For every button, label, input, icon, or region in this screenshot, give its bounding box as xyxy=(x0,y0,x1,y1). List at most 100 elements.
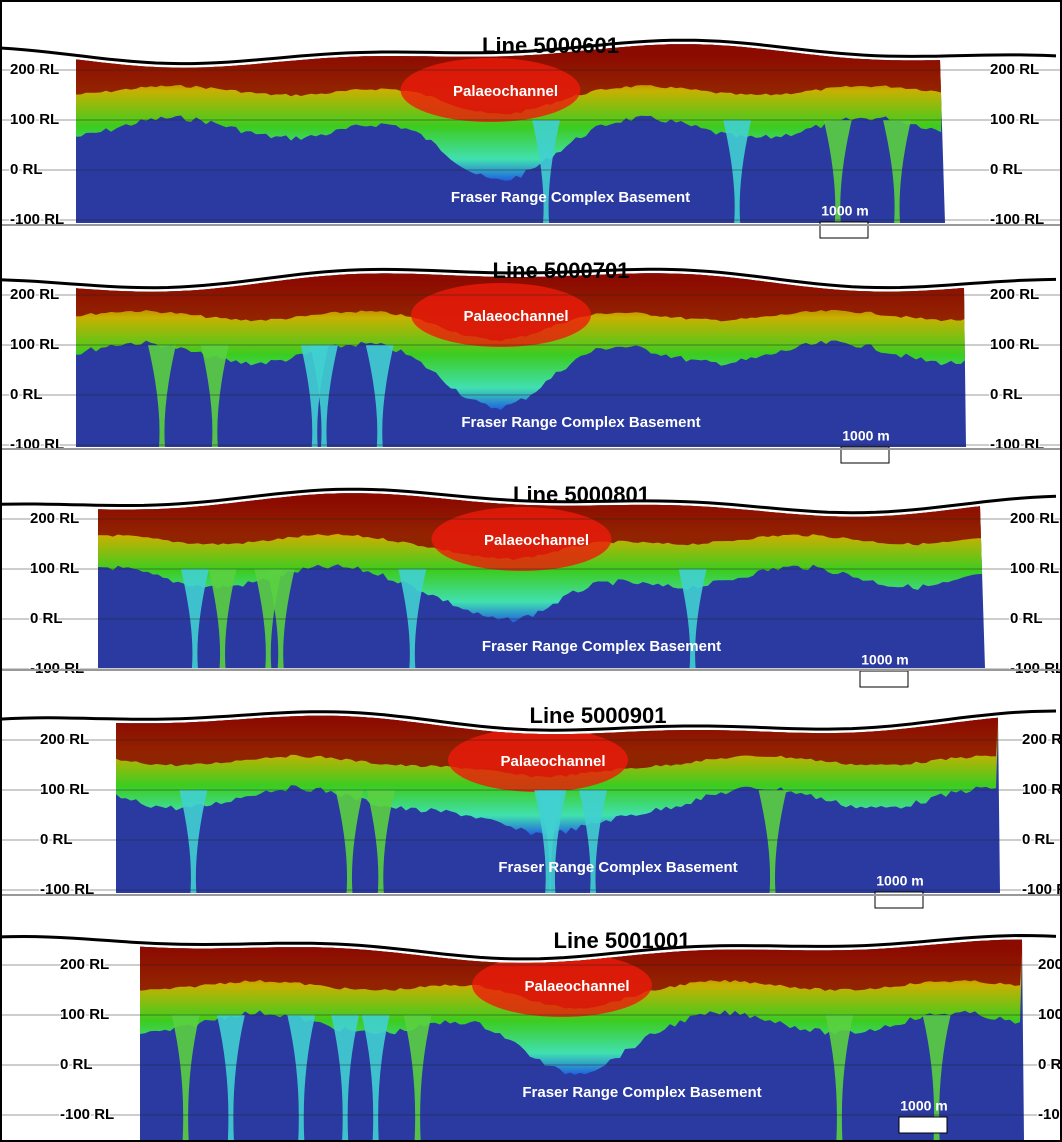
conductive-zone xyxy=(365,345,394,447)
channel-label: Palaeochannel xyxy=(484,532,589,549)
scale-label: 1000 m xyxy=(900,1098,947,1114)
right-tick-label: 0 RL xyxy=(1038,1056,1062,1073)
conductive-zone xyxy=(335,790,364,893)
right-tick-label: 100 RL xyxy=(1038,1006,1062,1023)
line-title: Line 5000701 xyxy=(493,258,630,283)
right-tick-label: -100 RL xyxy=(990,436,1044,453)
conductive-zone xyxy=(331,1015,360,1140)
conductive-zone xyxy=(180,569,209,668)
left-tick-label: 0 RL xyxy=(10,386,43,403)
left-tick-label: 0 RL xyxy=(10,161,43,178)
scale-label: 1000 m xyxy=(876,873,923,889)
conductive-zone xyxy=(200,345,229,447)
left-tick-label: 200 RL xyxy=(10,61,59,78)
left-tick-label: -100 RL xyxy=(60,1106,114,1123)
conductive-zone xyxy=(538,790,567,893)
line-title: Line 5000801 xyxy=(513,482,650,507)
conductive-zone xyxy=(532,120,561,223)
right-tick-label: 200 RL xyxy=(1038,956,1062,973)
right-tick-label: 200 RL xyxy=(990,286,1039,303)
channel-high xyxy=(472,953,652,1017)
line-title: Line 5000901 xyxy=(530,703,667,728)
left-tick-label: 0 RL xyxy=(30,610,63,627)
channel-high xyxy=(448,728,628,792)
channel-high xyxy=(400,58,581,122)
channel-label: Palaeochannel xyxy=(500,753,605,770)
section-image xyxy=(76,273,966,447)
right-tick-label: 0 RL xyxy=(1022,831,1055,848)
conductive-zone xyxy=(179,790,208,893)
line-title: Line 5001001 xyxy=(554,928,691,953)
conductive-zone xyxy=(254,569,283,668)
topography xyxy=(0,267,1057,290)
right-tick-label: 100 RL xyxy=(990,111,1039,128)
right-tick-label: -100 RL xyxy=(1010,660,1062,677)
topography xyxy=(0,709,1057,732)
scale-label: 1000 m xyxy=(861,652,908,668)
left-tick-label: 100 RL xyxy=(40,781,89,798)
left-tick-label: 200 RL xyxy=(40,731,89,748)
basement-label: Fraser Range Complex Basement xyxy=(498,859,737,876)
left-tick-label: 200 RL xyxy=(30,510,79,527)
scale-label: 1000 m xyxy=(842,428,889,444)
left-tick-label: -100 RL xyxy=(30,660,84,677)
line-title: Line 5000601 xyxy=(482,33,619,58)
basement-label: Fraser Range Complex Basement xyxy=(461,414,700,431)
conductive-zone xyxy=(366,790,395,893)
conductive-zone xyxy=(361,1015,390,1140)
scale-label: 1000 m xyxy=(821,203,868,219)
conductive-zone xyxy=(678,569,707,668)
scale-bar xyxy=(840,446,890,464)
basement-label: Fraser Range Complex Basement xyxy=(451,189,690,206)
right-tick-label: 0 RL xyxy=(990,386,1023,403)
left-tick-label: 100 RL xyxy=(10,336,59,353)
channel-label: Palaeochannel xyxy=(524,978,629,995)
conductive-zone xyxy=(309,345,338,447)
left-tick-label: 100 RL xyxy=(60,1006,109,1023)
right-tick-label: 0 RL xyxy=(990,161,1023,178)
conductive-zone xyxy=(403,1015,432,1140)
conductive-zone xyxy=(287,1015,316,1140)
conductive-zone xyxy=(823,120,852,223)
topography xyxy=(0,38,1057,66)
right-tick-label: 0 RL xyxy=(1010,610,1043,627)
right-tick-label: 200 RL xyxy=(1010,510,1059,527)
channel-high xyxy=(431,507,612,571)
conductive-zone xyxy=(723,120,752,223)
channel-high xyxy=(411,283,591,347)
resistive-top xyxy=(76,44,945,115)
scale-bar xyxy=(859,670,909,688)
conductive-zone xyxy=(883,120,912,223)
conductive-zone xyxy=(216,1015,245,1140)
right-tick-label: 100 RL xyxy=(990,336,1039,353)
left-tick-label: 100 RL xyxy=(30,560,79,577)
basement-label: Fraser Range Complex Basement xyxy=(482,638,721,655)
conductive-zone xyxy=(171,1015,200,1140)
right-tick-label: 200 RL xyxy=(990,61,1039,78)
left-tick-label: 200 RL xyxy=(60,956,109,973)
topography xyxy=(0,487,1057,515)
resistive-top xyxy=(76,273,966,342)
basement-label: Fraser Range Complex Basement xyxy=(522,1084,761,1101)
right-tick-label: 200 RL xyxy=(1022,731,1062,748)
conductive-zone xyxy=(398,569,427,668)
topography xyxy=(0,933,1057,961)
right-tick-label: 100 RL xyxy=(1010,560,1059,577)
conductive-zone xyxy=(208,569,237,668)
conductive-zone xyxy=(579,790,608,893)
conductive-zone xyxy=(758,790,787,893)
section-image xyxy=(116,715,1000,893)
channel-label: Palaeochannel xyxy=(453,83,558,100)
conductive-zone xyxy=(922,1015,951,1140)
left-tick-label: 200 RL xyxy=(10,286,59,303)
left-tick-label: 0 RL xyxy=(40,831,73,848)
left-tick-label: 100 RL xyxy=(10,111,59,128)
scale-bar xyxy=(898,1116,948,1134)
channel-label: Palaeochannel xyxy=(463,308,568,325)
conductive-zone xyxy=(825,1015,854,1140)
conductive-zone xyxy=(147,345,176,447)
right-tick-label: 100 RL xyxy=(1022,781,1062,798)
right-tick-label: -100 RL xyxy=(1038,1106,1062,1123)
